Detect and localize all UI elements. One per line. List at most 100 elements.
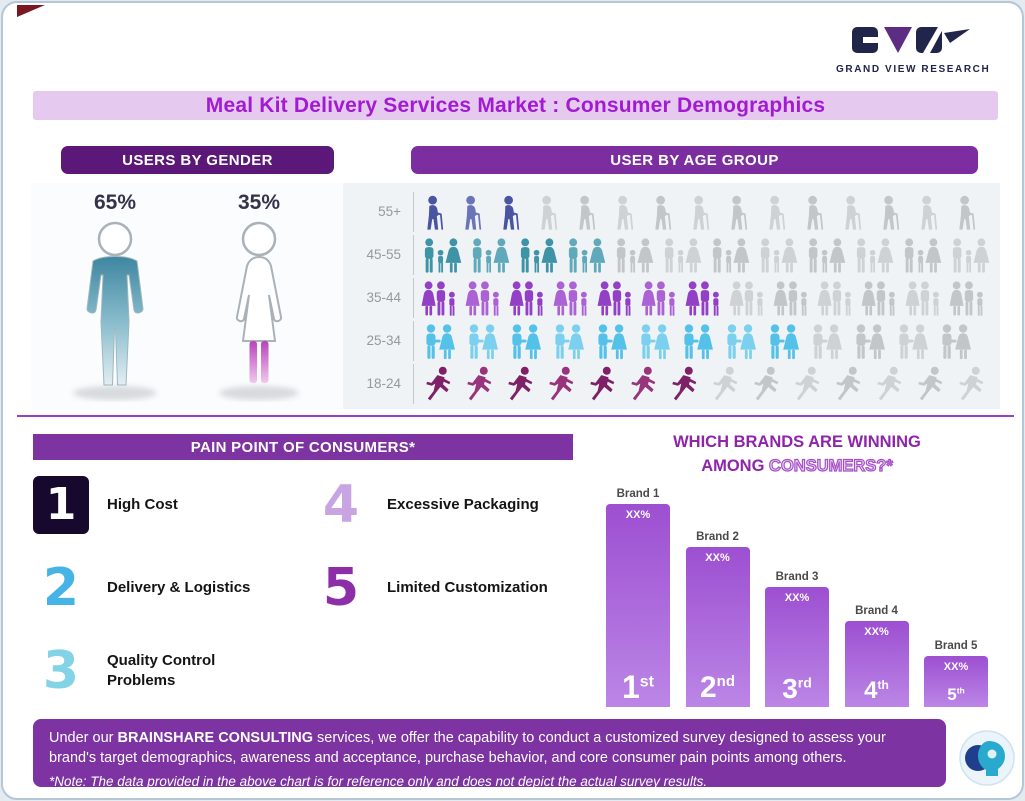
corner-accent-shape — [17, 5, 45, 17]
person-icon — [427, 195, 444, 230]
person-icon — [754, 366, 779, 400]
brand-bar: XX% 1st — [606, 504, 670, 707]
grand-view-research-logo: GRAND VIEW RESEARCH — [836, 27, 991, 75]
gender-chart: 65% 35% — [31, 183, 343, 409]
users-by-gender-header: USERS BY GENDER — [61, 146, 334, 174]
person-icon — [836, 366, 861, 400]
pain-point-label: Quality Control Problems — [107, 652, 216, 689]
person-icon — [672, 366, 697, 400]
person-icon — [807, 195, 824, 230]
brand-column-3: Brand 3 XX% 3rd — [765, 571, 829, 707]
brand-column-5: Brand 5 XX% 5th — [924, 640, 988, 707]
brand-rank-label: 4th — [864, 677, 889, 704]
brand-rank-label: 1st — [621, 669, 655, 705]
person-icon — [568, 237, 606, 273]
page-title: Meal Kit Delivery Services Market : Cons… — [205, 93, 826, 117]
age-icon-strip — [413, 320, 979, 361]
person-icon — [856, 323, 885, 359]
brand-percent-value: XX% — [864, 626, 889, 638]
age-icon-strip — [413, 191, 990, 232]
pain-grid: 1 High Cost 4 Excessive Packaging 2 Delivery … — [33, 463, 593, 712]
pain-number-icon: 1 — [33, 475, 89, 534]
brands-chart-title: WHICH BRANDS ARE WINNING AMONG CONSUMERS… — [603, 431, 991, 479]
brands-title-among: AMONG — [701, 456, 770, 475]
brand-rank-label: 5th — [947, 685, 965, 704]
age-row-35-44: 35-44 — [349, 276, 996, 319]
brand-name-label: Brand 4 — [855, 605, 898, 617]
person-icon — [952, 237, 990, 273]
person-icon — [597, 280, 631, 316]
person-icon — [541, 195, 558, 230]
pain-point-label: High Cost — [107, 495, 178, 513]
person-icon — [472, 237, 510, 273]
person-icon — [684, 323, 713, 359]
person-icon — [770, 323, 799, 359]
age-row-18-24: 18-24 — [349, 362, 996, 405]
person-icon — [899, 323, 928, 359]
person-icon — [727, 323, 756, 359]
person-icon — [808, 237, 846, 273]
age-icon-strip — [413, 277, 992, 318]
male-percent: 65% — [93, 191, 137, 214]
person-icon — [959, 195, 976, 230]
user-by-age-group-header: USER BY AGE GROUP — [411, 146, 978, 174]
person-icon — [508, 366, 533, 400]
age-group-label: 25-34 — [366, 333, 401, 348]
brand-percent-value: XX% — [625, 509, 651, 521]
person-icon — [760, 237, 798, 273]
person-icon — [693, 195, 710, 230]
person-icon — [773, 280, 807, 316]
person-icon — [856, 237, 894, 273]
age-group-label: 45-55 — [366, 247, 401, 262]
male-figure-icon — [73, 221, 157, 400]
person-icon — [959, 366, 984, 400]
brand-bars: Brand 1 XX% 1st Brand 2 XX% 2nd Brand 3 XX% 3rd B… — [606, 488, 988, 707]
pain-point-item-4: 4 Excessive Packaging — [313, 463, 575, 546]
person-icon — [641, 323, 670, 359]
logo-text: GRAND VIEW RESEARCH — [836, 64, 991, 75]
brand-bar: XX% 2nd — [685, 547, 750, 707]
brand-name-label: Brand 1 — [616, 488, 660, 500]
person-icon — [861, 280, 895, 316]
person-icon — [713, 366, 738, 400]
person-icon — [555, 323, 584, 359]
male-figure-block: 65% — [56, 191, 174, 409]
brand-percent-value: XX% — [784, 592, 810, 604]
person-icon — [921, 195, 938, 230]
age-row-25-34: 25-34 — [349, 319, 996, 362]
demographics-panel: 65% 35% — [31, 183, 1000, 409]
footer-banner: Under our BRAINSHARE CONSULTING services… — [33, 719, 946, 789]
age-group-label: 18-24 — [366, 376, 401, 391]
pain-point-label: Delivery & Logistics — [107, 578, 251, 596]
person-icon — [467, 366, 492, 400]
person-icon — [469, 323, 498, 359]
consulting-head-icon — [959, 730, 1015, 791]
pain-point-item-2: 2 Delivery & Logistics — [33, 546, 313, 629]
person-icon — [465, 195, 482, 230]
female-figure-block: 35% — [200, 191, 318, 409]
brand-percent-value: XX% — [705, 552, 730, 564]
pain-point-label: Limited Customization — [387, 578, 548, 596]
age-group-label: 35-44 — [366, 290, 401, 305]
footer-text: Under our BRAINSHARE CONSULTING services… — [49, 728, 930, 769]
person-icon — [424, 237, 462, 273]
person-icon — [949, 280, 983, 316]
person-icon — [641, 280, 675, 316]
users-by-gender-label: USERS BY GENDER — [122, 151, 273, 169]
person-icon — [769, 195, 786, 230]
pain-point-label: Excessive Packaging — [387, 495, 539, 513]
age-group-label: 55+ — [378, 204, 401, 219]
pain-number-icon: 2 — [42, 557, 80, 618]
brands-title-consumers: CONSUMERS?* — [768, 456, 893, 475]
age-rows: 55+ 45-55 35-44 25-34 18-24 — [349, 190, 996, 405]
brand-percent-value: XX% — [943, 661, 969, 673]
footer-text-bold: BRAINSHARE CONSULTING — [117, 730, 313, 746]
person-icon — [520, 237, 558, 273]
brand-column-1: Brand 1 XX% 1st — [606, 488, 670, 707]
person-icon — [729, 280, 763, 316]
person-icon — [426, 366, 451, 400]
person-icon — [421, 280, 455, 316]
person-icon — [426, 323, 455, 359]
age-icon-strip — [413, 234, 996, 275]
